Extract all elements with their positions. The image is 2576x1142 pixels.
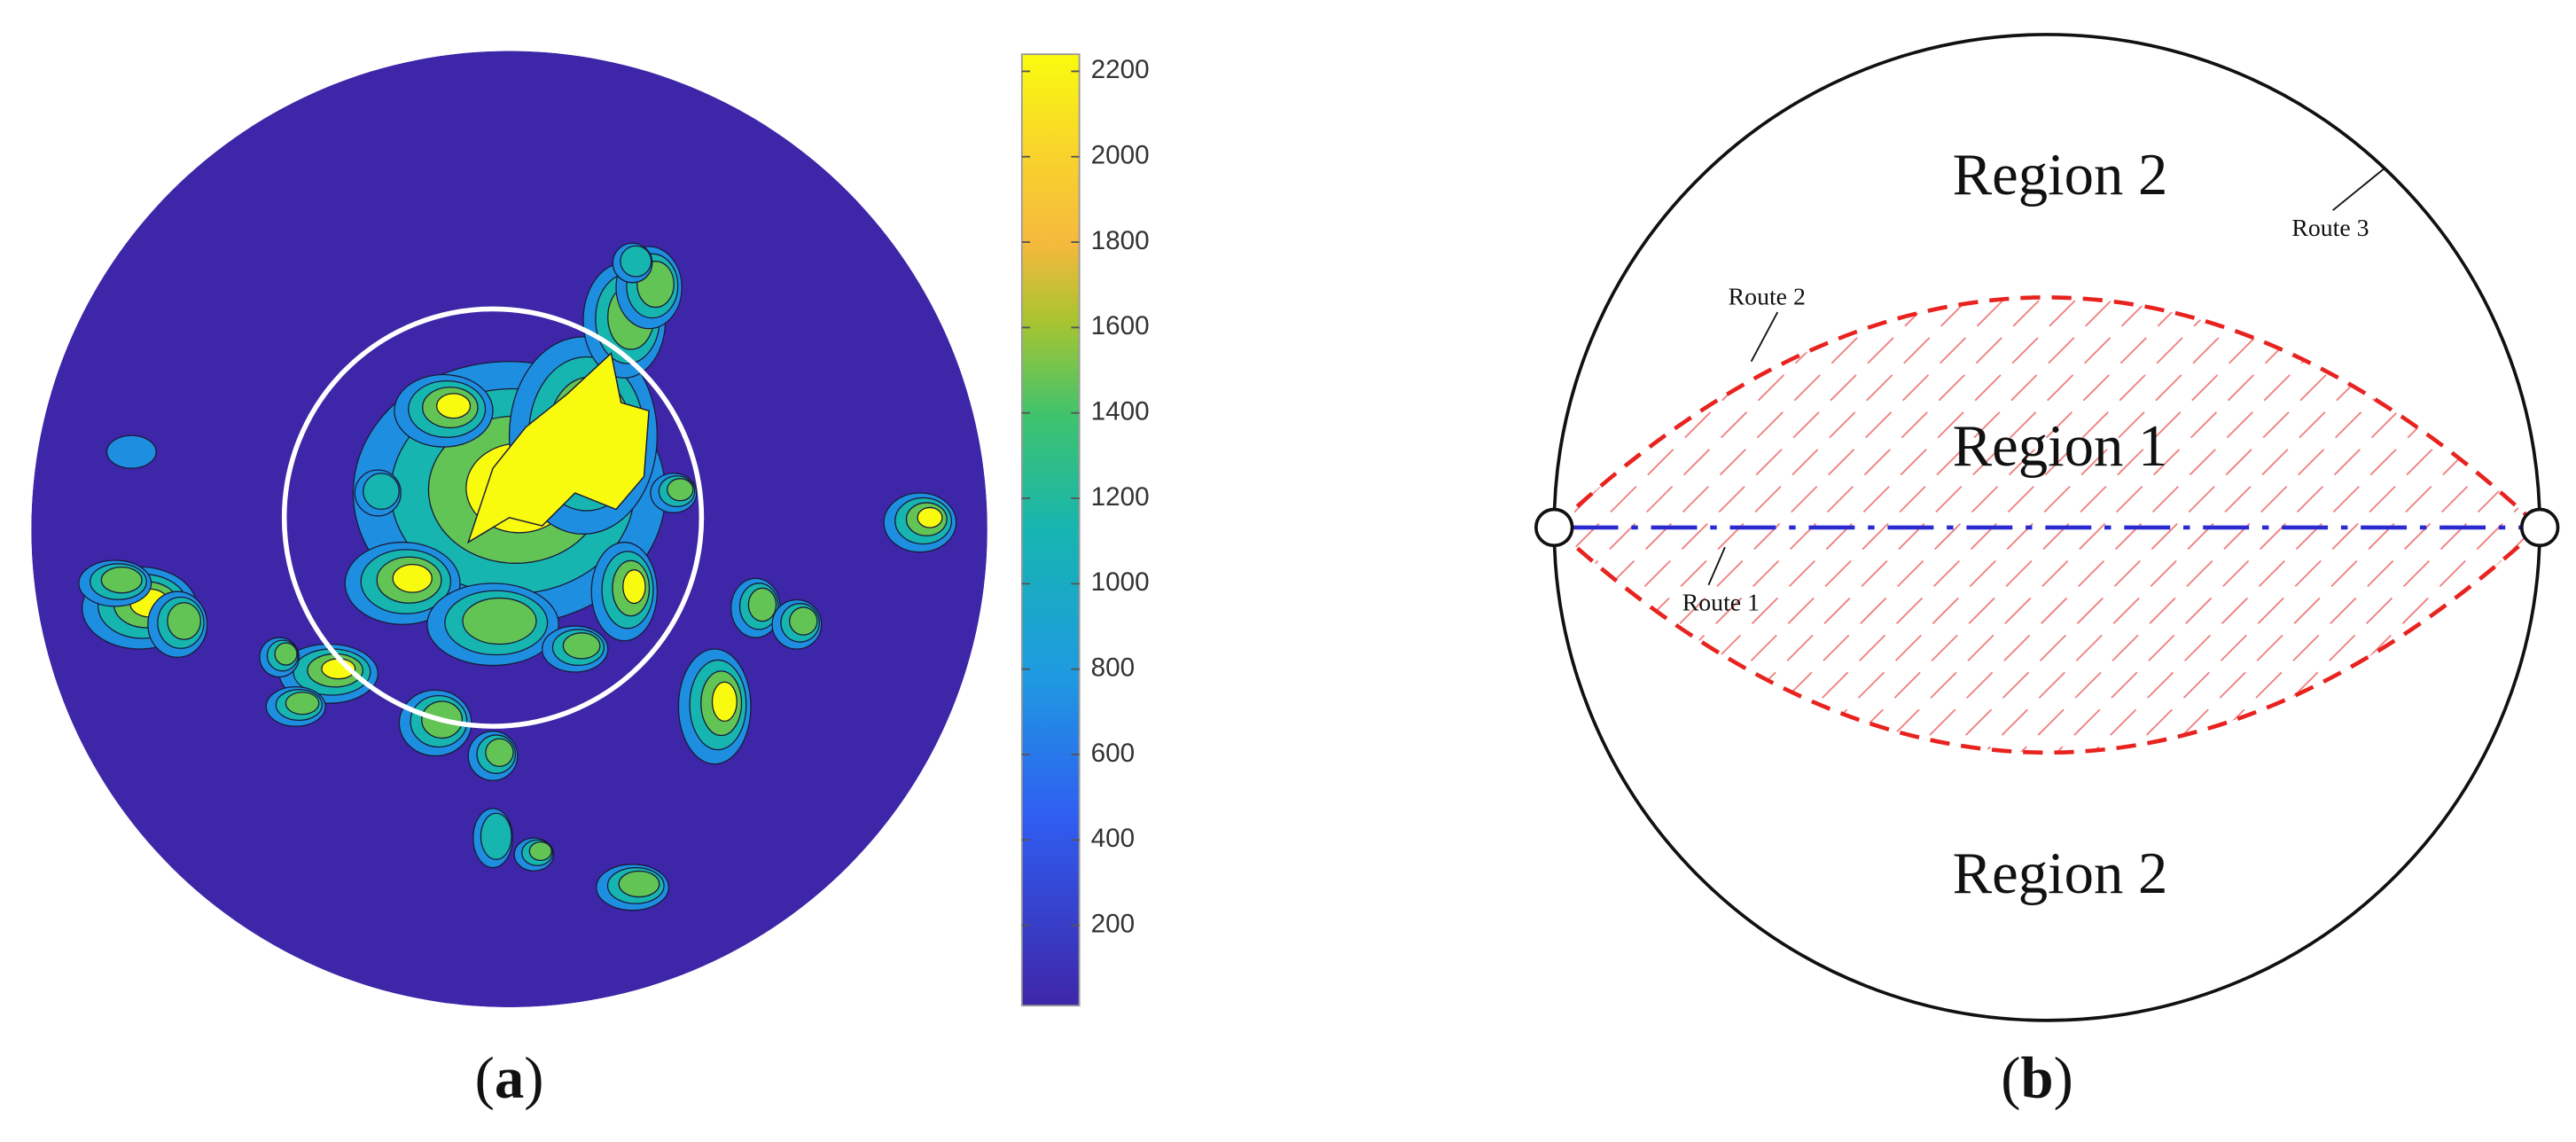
paren: ( [2001, 1046, 2020, 1111]
paren: ( [475, 1046, 495, 1111]
contour-blob [620, 245, 652, 278]
paren: ) [2054, 1046, 2073, 1111]
tick-label: 2000 [1091, 141, 1150, 170]
tick-label: 1800 [1091, 226, 1150, 255]
tick-label: 1600 [1091, 311, 1150, 340]
contour-blob [105, 434, 157, 469]
route-diagram: Region 2 Region 1 Region 2 Route 3 Route… [1534, 33, 2560, 1022]
leader [1750, 311, 1779, 363]
tick-label: 1200 [1091, 482, 1150, 512]
contour-blob [485, 738, 514, 767]
contour-blob [480, 812, 512, 860]
contour-peak [466, 352, 650, 544]
highlight-circle [281, 306, 705, 729]
contour-blob [667, 478, 694, 502]
contour-blob [562, 632, 601, 660]
colorbar-fill [1020, 53, 1081, 1007]
region-label: Region 2 [1953, 143, 2168, 207]
route-2-lower [1552, 526, 2541, 755]
route-label: Route 1 [1682, 589, 1760, 616]
tick-label: 600 [1091, 739, 1135, 768]
route-2-upper [1552, 295, 2541, 529]
contour-blob [392, 563, 433, 593]
contour-blob [747, 587, 777, 622]
region-label: Region 1 [1953, 414, 2168, 479]
tick-label: 400 [1091, 824, 1135, 853]
letter: b [2021, 1046, 2054, 1111]
contour-blob [789, 606, 818, 636]
hatch-line [2181, 297, 2541, 753]
contour-blob [285, 692, 320, 716]
contour-blob [462, 597, 537, 645]
contour-blob [917, 506, 943, 528]
tick-label: 2200 [1091, 55, 1150, 84]
tick-label: 1000 [1091, 567, 1150, 597]
endpoint [1534, 507, 1574, 548]
hatch-line [1711, 297, 2205, 753]
route-label: Route 2 [1729, 284, 1806, 311]
contour-blob [100, 567, 143, 594]
hatch-line [1554, 297, 1953, 753]
tick-label: 200 [1091, 909, 1135, 938]
endpoint [2519, 507, 2560, 548]
contour-blob [436, 393, 472, 419]
contour-map [31, 51, 987, 1008]
contour-blob [711, 681, 738, 723]
leader [2332, 167, 2386, 211]
tick-label: 800 [1091, 653, 1135, 683]
contour-blob [274, 642, 298, 666]
contour-blob [622, 569, 646, 605]
panel-label: (a) [475, 1046, 544, 1111]
region-label: Region 2 [1953, 841, 2168, 906]
contour-blob [363, 473, 400, 511]
hatch-line [1855, 297, 2350, 753]
colorbar: 200 400 600 800 1000 1200 1400 1600 1800 2000 2200 [1020, 53, 1150, 1007]
contour-blob [528, 841, 552, 862]
leader [1707, 546, 1726, 586]
panel-label: (b) [2001, 1046, 2073, 1111]
letter: a [495, 1046, 524, 1111]
contour-blob [618, 870, 660, 898]
route-label: Route 3 [2291, 215, 2369, 242]
contour-blob [167, 602, 201, 640]
tick-label: 1400 [1091, 397, 1150, 426]
paren: ) [524, 1046, 543, 1111]
